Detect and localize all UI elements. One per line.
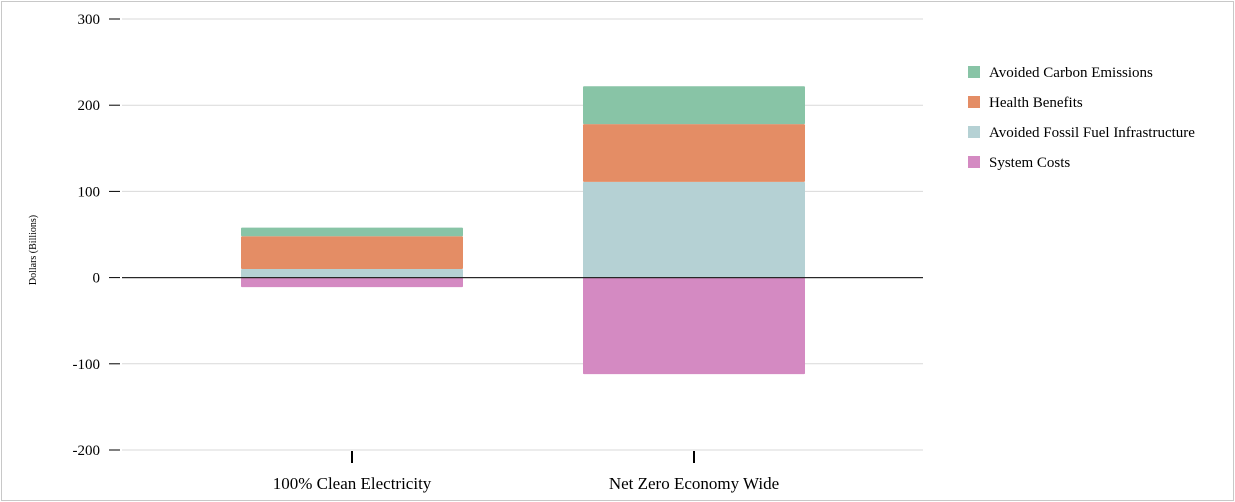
bar-segment-system-costs: [241, 277, 463, 288]
bar-segment-avoided-fossil-fuel-infrastructure: [241, 268, 463, 278]
x-category-label: 100% Clean Electricity: [273, 474, 432, 493]
x-category-label: Net Zero Economy Wide: [609, 474, 779, 493]
legend-label: Avoided Carbon Emissions: [989, 65, 1153, 81]
legend-swatch: [968, 156, 980, 168]
legend-label: Health Benefits: [989, 95, 1083, 111]
y-tick-label: -100: [73, 357, 101, 373]
legend-swatch: [968, 66, 980, 78]
bar-segment-health-benefits: [583, 124, 805, 182]
y-tick-label: 300: [78, 12, 101, 28]
y-tick-label: 200: [78, 98, 101, 114]
y-tick-label: 100: [78, 184, 101, 200]
legend-swatch: [968, 126, 980, 138]
legend-label: Avoided Fossil Fuel Infrastructure: [989, 125, 1195, 141]
bar-segment-avoided-fossil-fuel-infrastructure: [583, 181, 805, 278]
bar-segment-avoided-carbon-emissions: [241, 227, 463, 237]
y-axis-label: Dollars (Billions): [28, 215, 39, 285]
bars: [122, 86, 923, 375]
bar-segment-system-costs: [583, 277, 805, 375]
legend: Avoided Carbon Emissions Health Benefits A…: [968, 65, 1195, 171]
y-tick-label: 0: [93, 271, 101, 287]
legend-swatch: [968, 96, 980, 108]
legend-label: System Costs: [989, 155, 1070, 171]
bar-segment-health-benefits: [241, 236, 463, 269]
bar-segment-avoided-carbon-emissions: [583, 86, 805, 125]
axes: 300 200 100 0 -100 -200 100% Clean Electricity…: [73, 12, 923, 493]
y-tick-label: -200: [73, 443, 101, 459]
